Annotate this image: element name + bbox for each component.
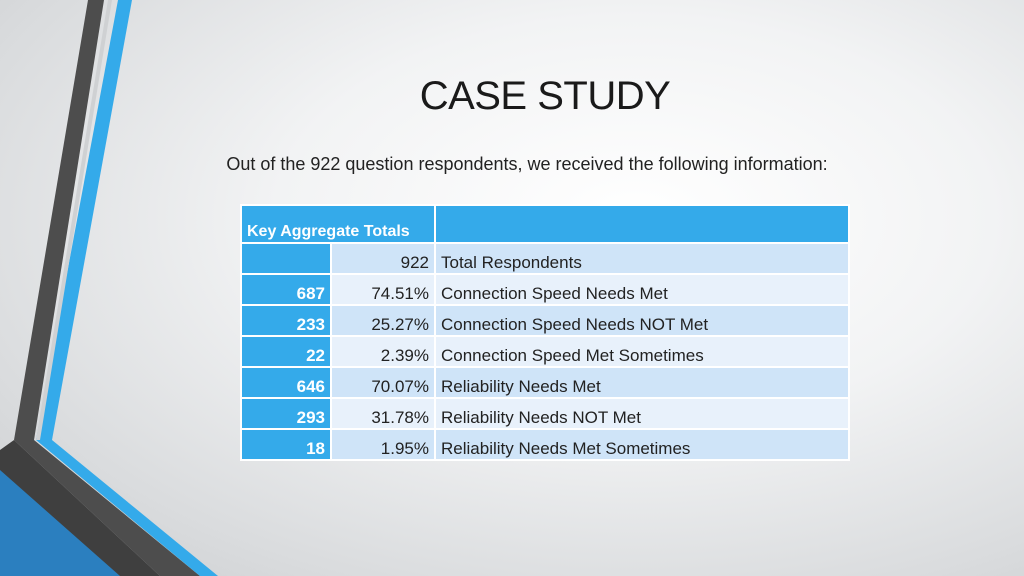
dark-stripe-lower xyxy=(14,440,200,576)
count-cell: 233 xyxy=(240,304,332,337)
blue-stripe-upper xyxy=(36,0,132,440)
table-header-empty-cell xyxy=(434,204,850,244)
table-row: 22 2.39% Connection Speed Met Sometimes xyxy=(240,335,850,368)
count-cell: 687 xyxy=(240,273,332,306)
table-row: 687 74.51% Connection Speed Needs Met xyxy=(240,273,850,306)
count-cell: 293 xyxy=(240,397,332,430)
count-cell: 22 xyxy=(240,335,332,368)
percent-cell: 25.27% xyxy=(330,304,436,337)
percent-cell: 922 xyxy=(330,242,436,275)
label-cell: Total Respondents xyxy=(434,242,850,275)
aggregate-totals-table: Key Aggregate Totals 922 Total Responden… xyxy=(240,204,850,461)
label-cell: Reliability Needs Met xyxy=(434,366,850,399)
table-header-cell: Key Aggregate Totals xyxy=(240,204,436,244)
percent-cell: 74.51% xyxy=(330,273,436,306)
dark-stripe-upper xyxy=(14,0,104,440)
label-cell: Connection Speed Needs Met xyxy=(434,273,850,306)
percent-cell: 1.95% xyxy=(330,428,436,461)
blue-wedge-lower xyxy=(0,470,120,576)
label-cell: Reliability Needs NOT Met xyxy=(434,397,850,430)
table-row: 646 70.07% Reliability Needs Met xyxy=(240,366,850,399)
table-row: 233 25.27% Connection Speed Needs NOT Me… xyxy=(240,304,850,337)
table-row: 922 Total Respondents xyxy=(240,242,850,275)
table-header-row: Key Aggregate Totals xyxy=(240,204,850,244)
count-cell xyxy=(240,242,332,275)
label-cell: Connection Speed Needs NOT Met xyxy=(434,304,850,337)
slide-title: CASE STUDY xyxy=(419,74,671,118)
blue-stripe-lower xyxy=(36,440,218,576)
percent-cell: 2.39% xyxy=(330,335,436,368)
percent-cell: 70.07% xyxy=(330,366,436,399)
label-cell: Reliability Needs Met Sometimes xyxy=(434,428,850,461)
label-cell: Connection Speed Met Sometimes xyxy=(434,335,850,368)
count-cell: 18 xyxy=(240,428,332,461)
slide-subtitle: Out of the 922 question respondents, we … xyxy=(226,154,828,174)
thin-stripe-upper xyxy=(36,0,112,440)
count-cell: 646 xyxy=(240,366,332,399)
percent-cell: 31.78% xyxy=(330,397,436,430)
table-row: 293 31.78% Reliability Needs NOT Met xyxy=(240,397,850,430)
table-row: 18 1.95% Reliability Needs Met Sometimes xyxy=(240,428,850,461)
